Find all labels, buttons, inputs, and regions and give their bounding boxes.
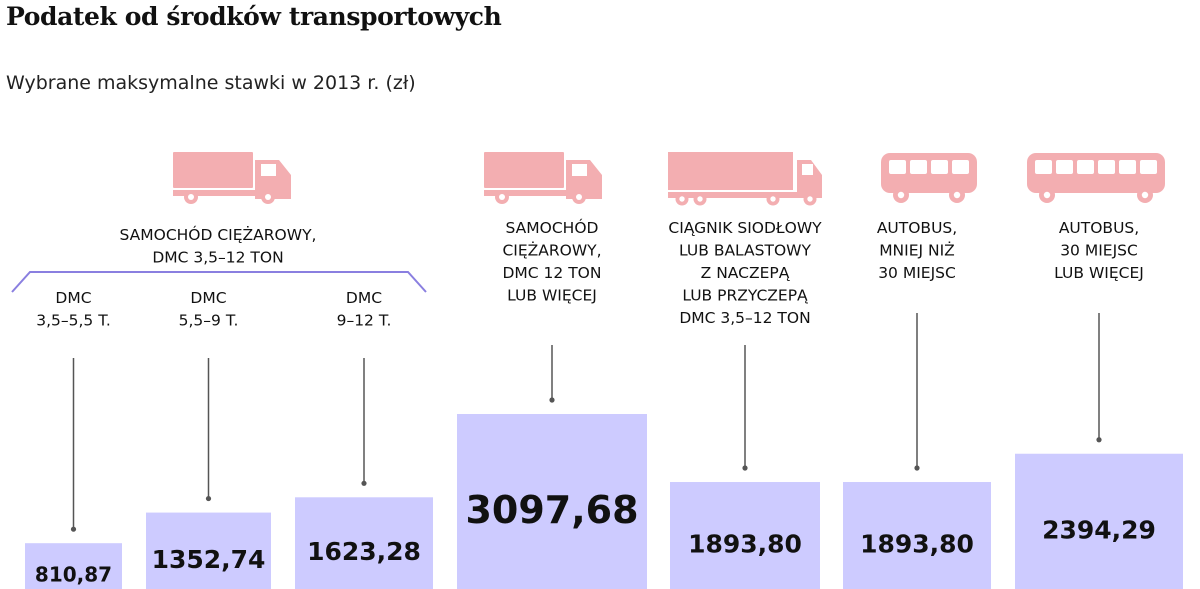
bar-4 (457, 414, 647, 589)
bar-2 (146, 512, 271, 589)
leader-dot-2 (205, 495, 212, 502)
icons-layer (173, 152, 1165, 206)
category-label-1-line-1: DMC (55, 289, 91, 307)
category-label-4-line-3: DMC 12 TON (503, 264, 602, 282)
bar-3 (295, 497, 433, 589)
value-labels: 810,87 1352,74 1623,28 3097,68 1893,80 1893,8… (35, 488, 1156, 586)
category-label-3-line-2: 9–12 T. (337, 312, 392, 330)
category-label-4-line-4: LUB WIĘCEJ (507, 287, 597, 305)
category-label-2-line-2: 5,5–9 T. (179, 312, 239, 330)
group-bracket (11, 271, 427, 293)
bars (25, 414, 1183, 589)
group-label: SAMOCHÓD CIĘŻAROWY, DMC 3,5–12 TON (120, 225, 317, 267)
category-label-3-line-1: DMC (346, 289, 382, 307)
category-label-5-line-4: LUB PRZYCZEPĄ (682, 287, 808, 305)
category-label-6-line-3: 30 MIEJSC (878, 264, 956, 282)
group-bracket-layer: SAMOCHÓD CIĘŻAROWY, DMC 3,5–12 TON (11, 225, 427, 293)
chart-subtitle: Wybrane maksymalne stawki w 2013 r. (zł) (6, 72, 416, 94)
group-label-line-1: SAMOCHÓD CIĘŻAROWY, (120, 225, 317, 244)
truck-icon (484, 152, 602, 204)
category-label-5-line-5: DMC 3,5–12 TON (679, 309, 810, 327)
value-label-1: 810,87 (35, 562, 112, 586)
category-label-6-line-2: MNIEJ NIŻ (879, 241, 955, 260)
bus-icon (881, 153, 977, 203)
category-label-4-line-2: CIĘŻAROWY, (502, 241, 601, 260)
semi-trailer-truck-icon (668, 152, 822, 206)
category-label-4-line-1: SAMOCHÓD (506, 218, 599, 237)
category-label-5-line-3: Z NACZEPĄ (701, 264, 790, 282)
category-label-7-line-1: AUTOBUS, (1059, 219, 1139, 237)
leader-dot-5 (742, 465, 748, 471)
bus-icon (1027, 153, 1165, 203)
category-label-5-line-1: CIĄGNIK SIODŁOWY (668, 219, 822, 237)
value-label-5: 1893,80 (688, 530, 802, 559)
bar-5 (670, 482, 820, 589)
leader-dot-7 (1096, 437, 1102, 443)
leader-lines (70, 313, 1102, 532)
category-label-7-line-3: LUB WIĘCEJ (1054, 264, 1144, 282)
bar-1 (25, 543, 122, 589)
group-label-line-2: DMC 3,5–12 TON (152, 249, 283, 267)
leader-dot-6 (914, 465, 920, 471)
value-label-4: 3097,68 (465, 488, 638, 532)
category-label-1-line-2: 3,5–5,5 T. (36, 312, 111, 330)
category-label-2-line-1: DMC (190, 289, 226, 307)
category-label-7-line-2: 30 MIEJSC (1060, 242, 1138, 260)
value-label-2: 1352,74 (152, 545, 266, 574)
value-label-7: 2394,29 (1042, 515, 1156, 544)
leader-dot-1 (70, 526, 77, 532)
truck-icon (173, 152, 291, 204)
category-labels: DMC 3,5–5,5 T. DMC 5,5–9 T. DMC 9–12 T. SAMOCH… (36, 218, 1144, 330)
value-label-3: 1623,28 (307, 537, 421, 566)
bar-6 (843, 482, 991, 589)
category-label-5-line-2: LUB BALASTOWY (679, 242, 811, 260)
leader-dot-4 (549, 397, 555, 403)
bar-7 (1015, 453, 1183, 589)
category-label-6-line-1: AUTOBUS, (877, 219, 957, 237)
value-label-6: 1893,80 (860, 530, 974, 559)
leader-dot-3 (361, 480, 367, 486)
chart-title: Podatek od środków transportowych (6, 2, 502, 31)
